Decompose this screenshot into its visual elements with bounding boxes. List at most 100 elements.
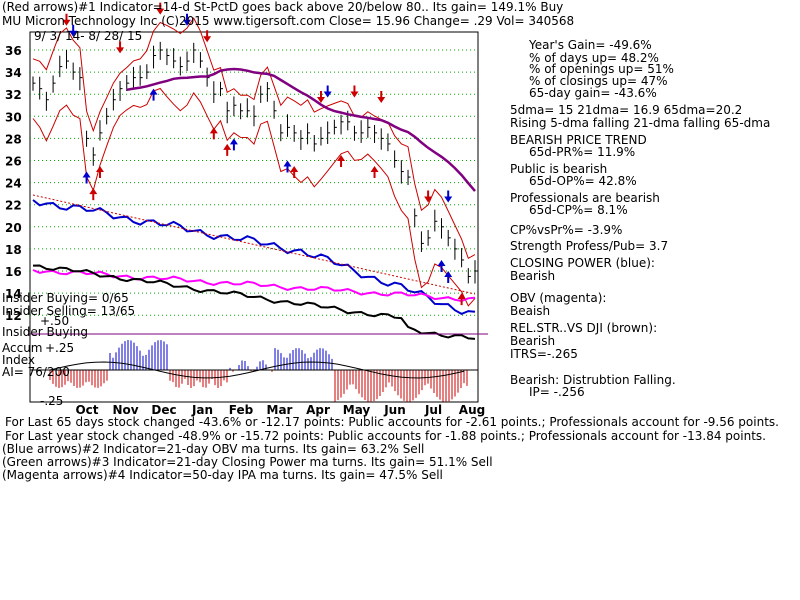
sell-arrow-blue (444, 190, 453, 203)
y-tick-label: 34 (5, 66, 22, 80)
stat-itrs: ITRS=-.265 (510, 347, 578, 361)
stat-ma-directions: Rising 5-dma falling 21-dma falling 65-d… (510, 116, 771, 130)
sell-arrow-red (62, 13, 71, 26)
stat-closings-up: % of closings up= 47% (529, 74, 668, 88)
stat-closing-power-label: CLOSING POWER (blue): (510, 256, 655, 270)
buy-arrow-blue (229, 138, 238, 151)
insider-buying-stat: Insider Buying= 0/65 (2, 291, 129, 305)
stat-rel-strength-value: Bearish (510, 334, 556, 348)
buy-arrow-red (290, 166, 299, 179)
sell-arrow-blue (323, 85, 332, 98)
stat-days-up: % of days up= 48.2% (529, 51, 659, 65)
lower-band-line (32, 87, 476, 307)
stat-years-gain: Year's Gain= -49.6% (529, 38, 652, 52)
stat-cp-vs-pr: CP%vsPr%= -3.9% (510, 223, 623, 237)
date-range: 9/ 3/ 14- 8/ 28/ 15 (34, 29, 143, 43)
stat-rel-strength-label: REL.STR..VS DJI (brown): (510, 321, 658, 335)
x-tick-label: Dec (151, 403, 176, 417)
stat-obv-value: Beaish (510, 304, 551, 318)
x-tick-label: Jul (424, 403, 442, 417)
tick-plus-25: +.25 (45, 341, 75, 355)
x-tick-label: Aug (459, 403, 485, 417)
buy-arrow-red (457, 293, 466, 306)
sell-arrow-red (156, 2, 165, 15)
x-tick-label: May (343, 403, 371, 417)
y-tick-label: 26 (5, 155, 22, 169)
sell-arrow-red (377, 91, 386, 104)
buy-arrow-blue (437, 259, 446, 272)
buy-arrow-red (209, 127, 218, 140)
buy-arrow-blue (283, 160, 292, 173)
y-tick-label: 18 (5, 243, 22, 257)
ma65-line (126, 67, 476, 192)
y-tick-label: 20 (5, 221, 22, 235)
tick-plus-50: +.50 (40, 314, 70, 328)
x-tick-label: Apr (306, 403, 330, 417)
x-tick-label: Mar (267, 403, 293, 417)
buy-arrow-red (370, 166, 379, 179)
footer-line-3: (Blue arrows)#2 Indicator=21-day OBV ma … (2, 442, 425, 456)
rel-strength-line (32, 264, 476, 340)
ai-stat: AI= 76/200 (2, 365, 70, 379)
header-line-2: MU Micron Technology Inc (C)2015 www.tig… (2, 14, 575, 28)
buy-arrow-blue (82, 171, 91, 184)
y-tick-label: 36 (5, 44, 22, 58)
insider-selling-stat: Insider Selling= 13/65 (2, 304, 136, 318)
stat-obv-label: OBV (magenta): (510, 291, 607, 305)
upper-band-line (32, 17, 476, 260)
obv-line (32, 269, 476, 303)
stat-pr-pct: 65d-PR%= 11.9% (529, 145, 636, 159)
sell-arrow-blue (183, 13, 192, 26)
stat-openings-up: % of openings up= 51% (529, 62, 674, 76)
stat-closing-power-value: Bearish (510, 269, 556, 283)
y-tick-label: 14 (5, 287, 22, 301)
footer-line-1: For Last 65 days stock changed -43.6% or… (5, 415, 779, 429)
index-label: Index (2, 353, 36, 367)
buy-arrow-red (95, 166, 104, 179)
x-tick-label: Oct (75, 403, 98, 417)
sell-arrow-red (316, 91, 325, 104)
header-line-1: (Red arrows)#1 Indicator=14-d St-PctD go… (2, 0, 564, 14)
y-tick-label: 16 (5, 265, 22, 279)
footer-line-4: (Green arrows)#3 Indicator=21-day Closin… (2, 455, 493, 469)
accum-label: Accum (2, 341, 43, 355)
sell-arrow-blue (69, 24, 78, 37)
x-tick-label: Feb (229, 403, 254, 417)
buy-arrow-red (223, 143, 232, 156)
y-tick-label: 24 (5, 177, 22, 191)
buy-arrow-blue (444, 271, 453, 283)
sell-arrow-red (116, 41, 125, 54)
insider-buying-label: Insider Buying (2, 325, 88, 339)
y-tick-label: 28 (5, 132, 22, 146)
tick-minus-25: -.25 (40, 394, 64, 408)
buy-arrow-red (337, 154, 346, 167)
stat-public: Public is bearish (510, 162, 608, 176)
y-tick-label: 12 (5, 309, 22, 323)
x-tick-label: Nov (112, 403, 138, 417)
x-tick-label: Jan (191, 403, 213, 417)
stat-strength: Strength Profess/Pub= 3.7 (510, 239, 669, 253)
stat-ma-values: 5dma= 15 21dma= 16.9 65dma=20.2 (510, 103, 743, 117)
buy-arrow-red (89, 188, 98, 201)
footer-line-5: (Magenta arrows)#4 Indicator=50-day IPA … (2, 468, 443, 482)
stat-price-trend: BEARISH PRICE TREND (510, 133, 647, 147)
closing-power-line (32, 199, 476, 316)
sell-arrow-red (424, 190, 433, 203)
footer-line-2: For Last year stock changed -48.9% or -1… (5, 429, 766, 443)
stat-65day-gain: 65-day gain= -43.6% (529, 86, 657, 100)
sell-arrow-red (203, 30, 212, 43)
y-tick-label: 32 (5, 88, 22, 102)
stat-op-pct: 65d-OP%= 42.8% (529, 174, 637, 188)
accum-ma-line (49, 361, 465, 379)
y-tick-label: 22 (5, 199, 22, 213)
stat-distribution: Bearish: Distrubtion Falling. (510, 373, 676, 387)
y-tick-label: 30 (5, 110, 22, 124)
plot-frame (29, 31, 479, 403)
closing-power-ma (32, 194, 476, 295)
sell-arrow-red (350, 85, 359, 98)
buy-arrow-blue (149, 88, 158, 101)
stat-cp-pct: 65d-CP%= 8.1% (529, 203, 628, 217)
stat-ip: IP= -.256 (529, 385, 585, 399)
stat-professionals: Professionals are bearish (510, 191, 660, 205)
